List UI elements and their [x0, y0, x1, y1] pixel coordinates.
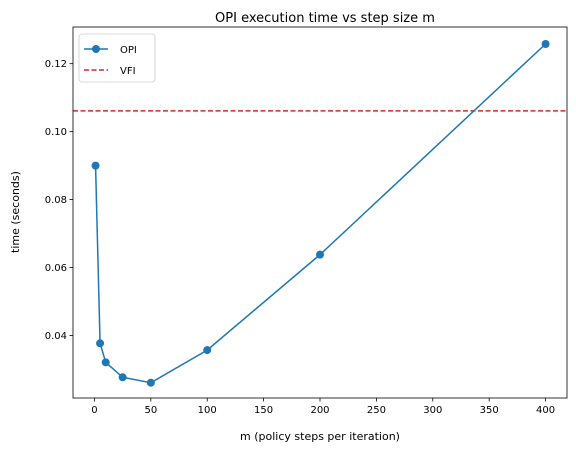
x-axis-label: m (policy steps per iteration) [240, 430, 400, 443]
opi-point [203, 346, 212, 355]
legend-opi-marker [92, 45, 100, 53]
opi-point [101, 358, 110, 367]
opi-point [146, 378, 155, 387]
legend-box [78, 33, 156, 83]
x-tick-label: 100 [198, 405, 217, 416]
legend: OPI VFI [78, 33, 156, 83]
x-tick-label: 250 [367, 405, 386, 416]
y-tick-label: 0.04 [45, 331, 67, 342]
plot-frame [72, 26, 568, 399]
x-tick-label: 350 [480, 405, 499, 416]
legend-vfi-label: VFI [120, 66, 136, 77]
y-axis: 0.04 0.06 0.08 0.10 0.12 [45, 59, 73, 342]
opi-point [96, 339, 105, 348]
y-tick-label: 0.10 [45, 127, 67, 138]
y-axis-label: time (seconds) [9, 171, 22, 253]
plot-area [73, 39, 567, 387]
legend-opi-label: OPI [120, 45, 137, 56]
opi-point [316, 250, 324, 259]
opi-point [91, 161, 100, 170]
x-tick-label: 150 [254, 405, 273, 416]
y-tick-label: 0.08 [45, 195, 67, 206]
opi-point [541, 39, 550, 48]
x-axis: 0 50 100 150 200 250 300 350 400 [91, 398, 555, 416]
x-tick-label: 400 [536, 405, 555, 416]
opi-line [94, 43, 547, 384]
x-tick-label: 0 [91, 405, 97, 416]
chart-title: OPI execution time vs step size m [215, 11, 435, 26]
x-tick-label: 50 [144, 405, 157, 416]
x-tick-label: 300 [423, 405, 442, 416]
opi-point [118, 373, 127, 382]
y-tick-label: 0.06 [45, 263, 67, 274]
y-tick-label: 0.12 [45, 59, 67, 70]
x-tick-label: 200 [310, 405, 329, 416]
